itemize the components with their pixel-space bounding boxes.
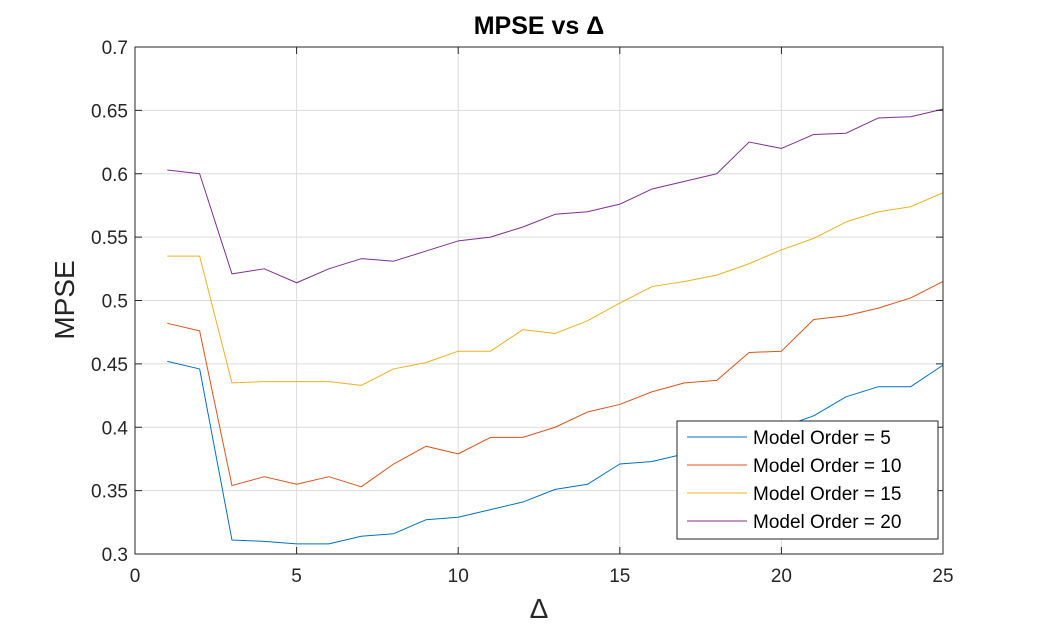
y-tick-label: 0.7	[102, 38, 128, 59]
series-line-3	[167, 192, 944, 386]
y-tick-label: 0.55	[91, 228, 128, 249]
x-tick-label: 0	[130, 566, 141, 587]
x-tick-label: 25	[932, 566, 953, 587]
chart-title: MPSE vs Δ	[474, 12, 605, 40]
x-tick-label: 10	[448, 566, 469, 587]
axis-ticks: 0 5 10 15 20 25 0.3 0.35 0.4 0.45 0.5 0.55 0.6 0.65 0.…	[91, 38, 954, 587]
x-tick-label: 20	[771, 566, 792, 587]
y-tick-label: 0.4	[102, 418, 129, 439]
y-tick-label: 0.65	[91, 101, 128, 122]
y-tick-label: 0.5	[102, 292, 128, 313]
y-tick-label: 0.35	[91, 482, 128, 503]
legend: Model Order = 5 Model Order = 10 Model Ord…	[676, 420, 939, 540]
y-tick-label: 0.3	[102, 545, 128, 566]
x-tick-label: 15	[609, 566, 630, 587]
legend-box	[676, 420, 939, 540]
legend-label-1: Model Order = 5	[753, 428, 891, 449]
y-tick-label: 0.45	[91, 355, 128, 376]
y-tick-label: 0.6	[102, 165, 128, 186]
series-line-1	[167, 360, 944, 545]
legend-label-2: Model Order = 10	[753, 456, 901, 477]
legend-label-3: Model Order = 15	[753, 484, 901, 505]
x-axis-label: Δ	[530, 593, 549, 624]
series-line-2	[167, 281, 944, 488]
series-line-4	[167, 108, 944, 284]
legend-label-4: Model Order = 20	[753, 512, 901, 533]
series-lines	[167, 108, 944, 545]
x-tick-label: 5	[291, 566, 302, 587]
y-axis-label: MPSE	[49, 260, 80, 339]
grid	[135, 47, 943, 554]
